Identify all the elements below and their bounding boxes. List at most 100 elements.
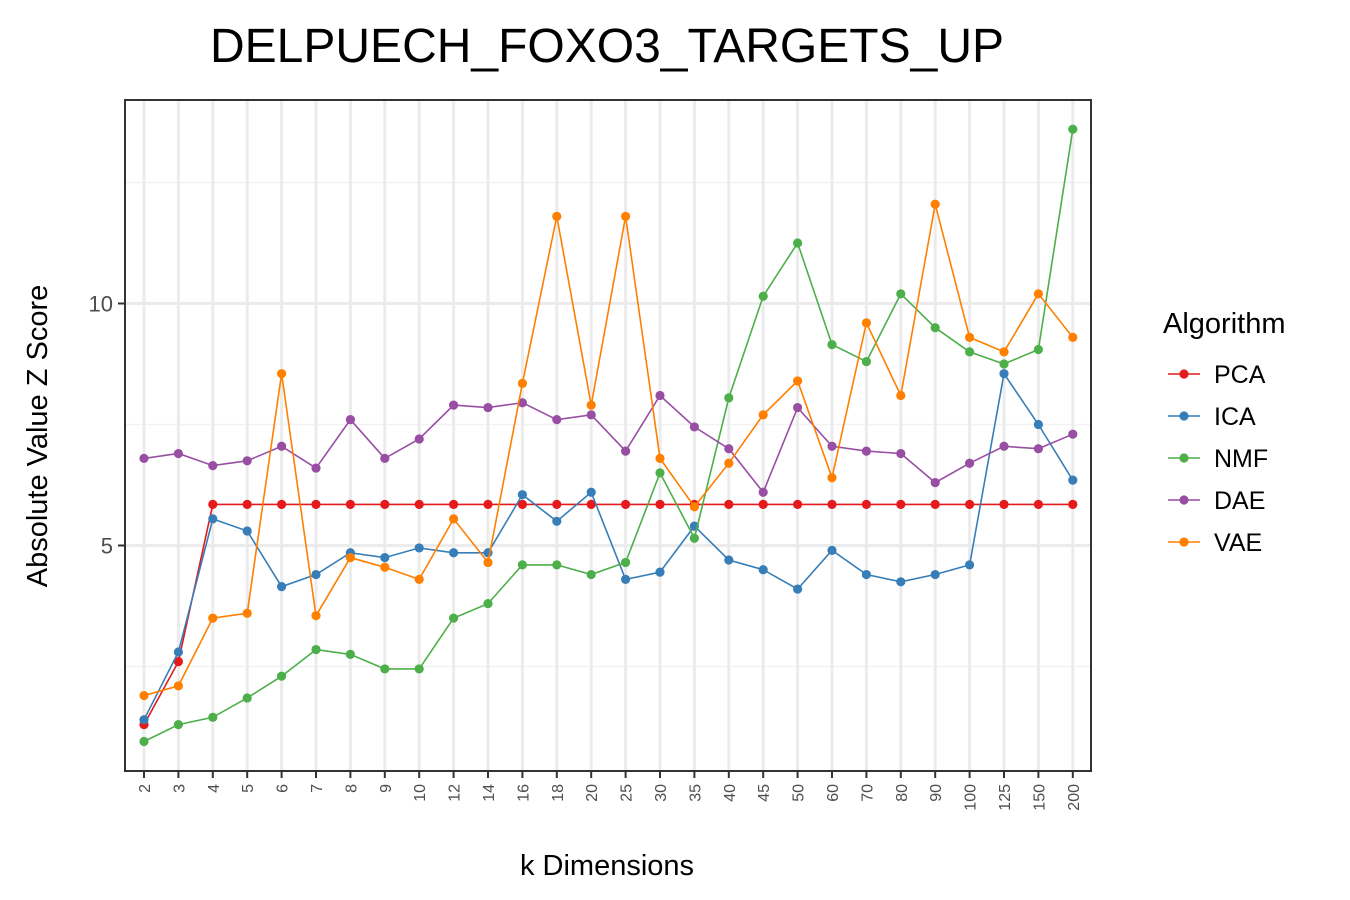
data-point-nmf <box>139 736 149 747</box>
data-point-nmf <box>965 347 975 357</box>
series-dae <box>139 390 1078 497</box>
data-point-pca <box>1068 499 1078 509</box>
data-point-nmf <box>827 340 837 350</box>
legend-key-point <box>1179 411 1189 421</box>
data-point-pca <box>861 499 872 509</box>
legend-key-point <box>1179 537 1189 547</box>
x-tick-label: 35 <box>687 784 704 802</box>
data-point-pca <box>208 499 218 509</box>
data-point-pca <box>758 499 768 509</box>
data-point-vae <box>208 613 218 623</box>
x-tick-label: 125 <box>997 784 1014 811</box>
legend-item-nmf: NMF <box>1168 445 1268 473</box>
data-point-dae <box>552 415 562 425</box>
x-tick-label: 2 <box>137 784 154 793</box>
x-tick-label: 45 <box>756 784 773 802</box>
y-tick-label: 5 <box>101 534 113 559</box>
data-point-vae <box>414 574 424 584</box>
x-axis-title: k Dimensions <box>520 850 694 882</box>
data-point-dae <box>517 398 528 408</box>
data-point-vae <box>999 347 1009 357</box>
x-tick-label: 40 <box>722 784 739 802</box>
legend-key-point <box>1179 369 1189 379</box>
data-point-dae <box>345 415 355 425</box>
data-point-dae <box>277 441 287 451</box>
data-point-pca <box>827 499 837 509</box>
data-point-nmf <box>449 613 459 623</box>
data-point-vae <box>896 390 906 401</box>
y-axis: 5 10 <box>89 292 125 559</box>
series-line-pca <box>143 503 1073 725</box>
data-point-nmf <box>1068 124 1078 134</box>
data-point-nmf <box>345 649 355 660</box>
data-point-ica <box>724 555 734 565</box>
data-point-vae <box>965 332 975 342</box>
data-point-pca <box>277 499 287 509</box>
series-vae <box>139 199 1078 701</box>
data-point-vae <box>139 690 149 701</box>
x-axis: 2 3 4 5 6 7 8 9 10 12 14 16 18 20 25 30 35 40 45 50 60 70 80 90… <box>137 771 1083 811</box>
data-point-ica <box>655 567 665 577</box>
data-point-nmf <box>896 289 906 299</box>
data-point-nmf <box>173 719 183 730</box>
x-tick-label: 70 <box>859 784 876 802</box>
data-point-dae <box>896 448 906 459</box>
data-point-vae <box>827 473 837 483</box>
data-point-ica <box>586 487 596 497</box>
data-point-pca <box>517 499 528 509</box>
data-point-nmf <box>1033 344 1043 355</box>
legend: Algorithm PCA ICA NMF DAE VAE <box>1163 308 1286 557</box>
data-point-nmf <box>242 693 252 703</box>
data-point-ica <box>173 647 183 657</box>
data-point-nmf <box>793 238 803 248</box>
data-point-nmf <box>586 569 596 580</box>
data-point-vae <box>1033 289 1043 299</box>
data-point-vae <box>311 611 321 621</box>
legend-item-ica: ICA <box>1168 403 1256 431</box>
series-line-vae <box>143 204 1074 697</box>
data-point-vae <box>758 410 768 420</box>
data-point-pca <box>655 499 665 509</box>
x-tick-label: 30 <box>653 784 670 802</box>
x-tick-label: 150 <box>1031 784 1048 811</box>
legend-item-pca: PCA <box>1168 361 1266 389</box>
x-tick-label: 18 <box>550 784 567 802</box>
data-point-vae <box>449 514 459 524</box>
data-point-ica <box>827 545 837 555</box>
data-point-pca <box>345 499 355 509</box>
x-tick-label: 9 <box>378 784 395 793</box>
data-point-pca <box>999 499 1009 509</box>
x-tick-label: 50 <box>791 784 808 802</box>
data-point-ica <box>621 574 631 584</box>
data-point-pca <box>483 499 493 509</box>
data-point-nmf <box>999 359 1009 369</box>
data-point-dae <box>758 487 768 497</box>
data-point-vae <box>793 376 803 386</box>
data-point-pca <box>896 499 906 509</box>
data-point-dae <box>1068 429 1078 439</box>
data-point-pca <box>242 499 252 509</box>
x-tick-label: 8 <box>343 784 360 793</box>
chart-title: DELPUECH_FOXO3_TARGETS_UP <box>210 20 1004 73</box>
data-point-dae <box>586 410 596 420</box>
data-point-ica <box>758 565 768 575</box>
x-tick-label: 7 <box>309 784 326 793</box>
data-point-vae <box>517 378 528 388</box>
plot-panel-border <box>124 99 1092 772</box>
data-point-pca <box>1033 499 1043 509</box>
data-point-vae <box>689 502 700 512</box>
legend-key-point <box>1179 453 1189 463</box>
data-point-dae <box>483 402 493 413</box>
data-point-nmf <box>861 356 872 367</box>
data-point-dae <box>861 446 872 456</box>
data-point-dae <box>449 400 459 410</box>
data-point-pca <box>586 499 596 509</box>
data-point-vae <box>586 400 596 410</box>
x-tick-label: 100 <box>963 784 980 811</box>
data-point-nmf <box>208 712 218 722</box>
series-pca <box>139 499 1078 730</box>
x-tick-label: 6 <box>275 784 292 793</box>
x-tick-label: 20 <box>584 784 601 802</box>
x-tick-label: 90 <box>928 784 945 802</box>
x-tick-label: 4 <box>206 784 223 793</box>
